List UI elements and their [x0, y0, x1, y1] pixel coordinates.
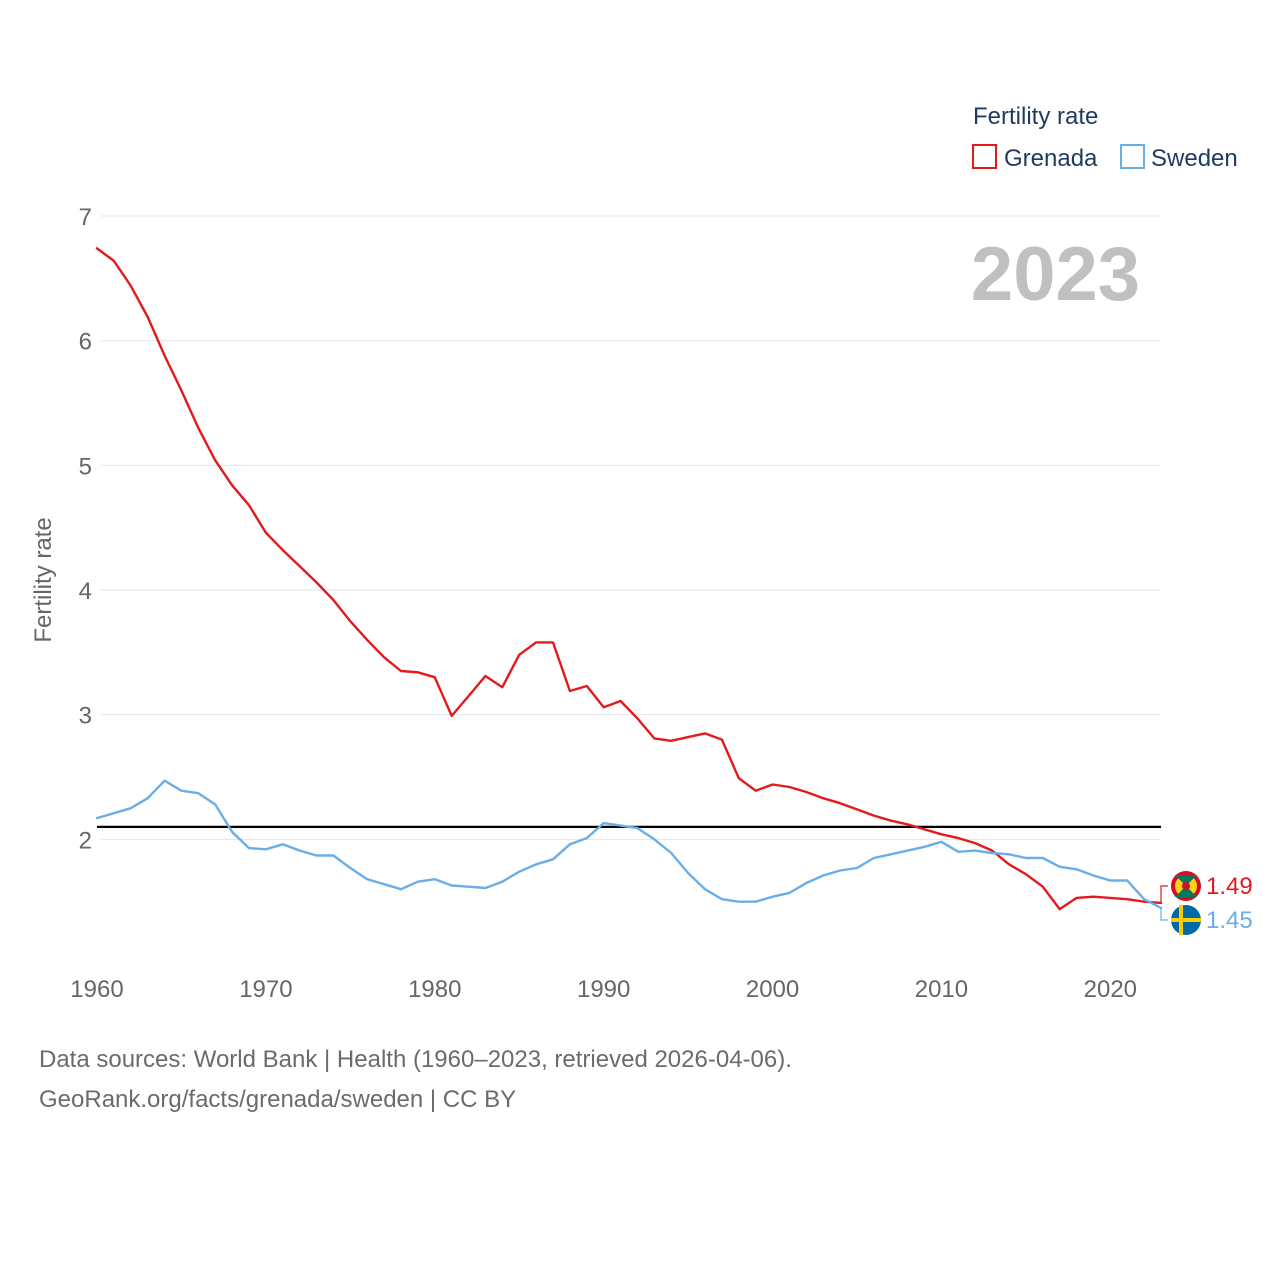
y-tick-label: 4: [79, 578, 92, 605]
end-label-sweden: 1.45: [1206, 907, 1253, 934]
leader-line-sweden: [1160, 907, 1168, 921]
grenada-flag-icon: [1171, 871, 1201, 901]
y-tick-label: 5: [79, 453, 92, 480]
y-tick-label: 6: [79, 329, 92, 356]
sweden-flag-icon: [1171, 905, 1201, 935]
y-tick-label: 2: [79, 827, 92, 854]
footer: Data sources: World Bank | Health (1960–…: [39, 1040, 792, 1120]
legend-swatch-sweden[interactable]: [1120, 144, 1145, 169]
x-axis-ticks: 1960 1970 1980 1990 2000 2010 2020: [70, 976, 1137, 1003]
x-tick-label: 2000: [746, 976, 799, 1003]
x-tick-label: 2010: [915, 976, 968, 1003]
grid-lines: [101, 215, 1161, 840]
x-tick-label: 1960: [70, 976, 123, 1003]
x-tick-label: 1980: [408, 976, 461, 1003]
leader-line-grenada: [1160, 885, 1168, 902]
series-line-grenada: [95, 247, 1163, 911]
end-label-grenada: 1.49: [1206, 873, 1253, 900]
legend-swatch-grenada[interactable]: [972, 144, 997, 169]
legend-label-sweden[interactable]: Sweden: [1151, 145, 1238, 172]
legend: Fertility rate Grenada Sweden: [972, 103, 1238, 172]
y-axis-ticks: 2 3 4 5 6 7: [79, 204, 92, 854]
x-tick-label: 2020: [1084, 976, 1137, 1003]
y-axis-label: Fertility rate: [30, 517, 57, 642]
x-tick-label: 1990: [577, 976, 630, 1003]
end-marker-grenada: 1.49: [1160, 871, 1253, 902]
series-line-sweden: [95, 779, 1163, 910]
series-lines: [95, 247, 1163, 911]
year-watermark: 2023: [971, 232, 1140, 317]
legend-label-grenada[interactable]: Grenada: [1004, 145, 1098, 172]
y-tick-label: 3: [79, 703, 92, 730]
end-marker-sweden: 1.45: [1160, 905, 1253, 935]
data-source-text: Data sources: World Bank | Health (1960–…: [39, 1046, 792, 1073]
x-tick-label: 1970: [239, 976, 292, 1003]
y-tick-label: 7: [79, 204, 92, 231]
license-text: GeoRank.org/facts/grenada/sweden | CC BY: [39, 1086, 517, 1113]
legend-title: Fertility rate: [973, 103, 1098, 130]
